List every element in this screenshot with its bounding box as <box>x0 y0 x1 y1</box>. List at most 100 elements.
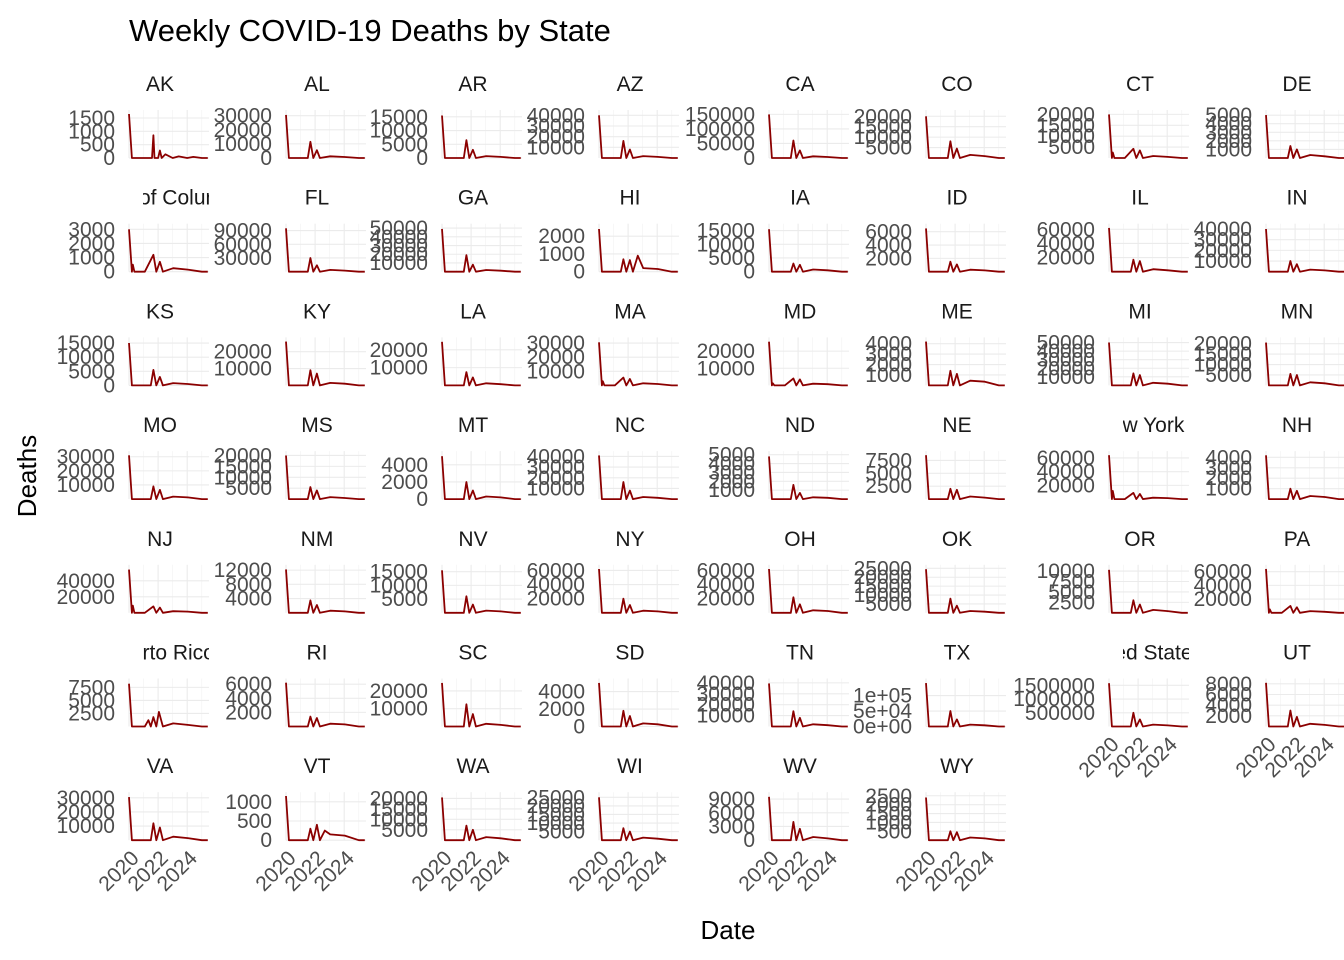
y-tick-label: 20000 <box>527 346 585 369</box>
y-tick-label: 20000 <box>854 566 912 589</box>
y-tick-label: 7500 <box>865 449 912 472</box>
y-tick-label: 2000 <box>1205 705 1252 728</box>
y-tick-label: 15000 <box>1194 343 1252 366</box>
y-tick-label: 2000 <box>865 247 912 270</box>
y-tick-label: 50000 <box>1037 332 1095 355</box>
y-tick-label: 20000 <box>1037 357 1095 380</box>
y-tick-label: 8000 <box>225 573 272 596</box>
facet-strip-label: WV <box>783 755 817 778</box>
y-tick-label: 10000 <box>57 346 115 369</box>
y-tick-label: 60000 <box>1037 218 1095 241</box>
series-line <box>598 342 678 387</box>
series-line <box>128 455 208 501</box>
y-tick-label: 100000 <box>685 118 755 141</box>
facet-strip-label: CA <box>785 73 814 96</box>
y-tick-label: 60000 <box>527 559 585 582</box>
y-tick-label: 5000 <box>708 247 755 270</box>
facet-strip-label: ND <box>785 414 815 437</box>
facet-strip-label: OK <box>942 528 972 551</box>
y-tick-label: 0e+00 <box>853 716 912 739</box>
y-tick-label: 30000 <box>370 235 428 258</box>
y-tick-label: 4000 <box>381 454 428 477</box>
series-line <box>441 682 521 728</box>
series-line <box>1108 114 1188 159</box>
series-line <box>441 797 521 842</box>
y-tick-label: 5000 <box>225 477 272 500</box>
facet-strip-label: CT <box>1126 73 1154 96</box>
series-line <box>598 115 678 159</box>
series-line <box>441 115 521 159</box>
series-line <box>598 797 678 842</box>
series-line <box>598 568 678 614</box>
y-tick-label: 30000 <box>527 456 585 479</box>
facet-strip-label: SD <box>615 642 644 665</box>
y-tick-label: 5000 <box>381 133 428 156</box>
y-tick-label: 15000 <box>527 803 585 826</box>
y-tick-label: 10000 <box>1037 560 1095 583</box>
series-line <box>285 341 365 387</box>
y-tick-label: 10000 <box>697 233 755 256</box>
y-tick-label: 40000 <box>1194 218 1252 241</box>
series-line <box>1108 455 1188 501</box>
series-line <box>1265 115 1344 159</box>
y-tick-label: 15000 <box>370 106 428 129</box>
facet-strip-label: PA <box>1284 528 1310 551</box>
y-tick-label: 20000 <box>1037 474 1095 497</box>
y-tick-label: 5000 <box>381 819 428 842</box>
y-tick-label: 15000 <box>370 561 428 584</box>
y-tick-label: 20000 <box>527 588 585 611</box>
facet-strip-label: VT <box>304 755 331 778</box>
y-tick-label: 5000 <box>381 588 428 611</box>
y-tick-label: 10000 <box>527 360 585 383</box>
y-tick-label: 20000 <box>527 126 585 149</box>
y-tick-label: 2000 <box>1205 467 1252 490</box>
y-tick-label: 60000 <box>1194 561 1252 584</box>
y-tick-label: 40000 <box>697 672 755 695</box>
y-tick-label: 30000 <box>57 446 115 469</box>
y-tick-label: 500000 <box>1025 702 1095 725</box>
y-tick-label: 5000 <box>68 689 115 712</box>
y-tick-label: 20000 <box>57 801 115 824</box>
series-line <box>1265 228 1344 273</box>
series-line <box>285 682 365 728</box>
y-tick-label: 2000 <box>1205 130 1252 153</box>
y-tick-label: 5000 <box>538 821 585 844</box>
facet-strip-label: WY <box>940 755 974 778</box>
y-tick-label: 20000 <box>1037 247 1095 270</box>
y-tick-label: 4000 <box>1205 694 1252 717</box>
y-tick-label: 20000 <box>1194 333 1252 356</box>
y-tick-label: 2500 <box>865 785 912 808</box>
facet-strip-label: IA <box>790 187 810 210</box>
facet-strip-label: MI <box>1128 300 1151 323</box>
y-tick-label: 1000 <box>538 243 585 266</box>
y-tick-label: 1500000 <box>1013 674 1095 697</box>
y-tick-label: 15000 <box>214 455 272 478</box>
y-tick-label: 4000 <box>865 234 912 257</box>
y-tick-label: 10000 <box>370 252 428 275</box>
y-tick-label: 15000 <box>697 220 755 243</box>
y-tick-label: 4000 <box>708 453 755 476</box>
y-tick-label: 5000 <box>865 593 912 616</box>
facet-strip-label: NV <box>458 528 487 551</box>
y-tick-label: 1000 <box>1205 138 1252 161</box>
y-tick-label: 4000 <box>865 333 912 356</box>
series-line <box>1108 342 1188 387</box>
series-line <box>128 113 208 159</box>
y-tick-label: 0 <box>103 374 115 397</box>
